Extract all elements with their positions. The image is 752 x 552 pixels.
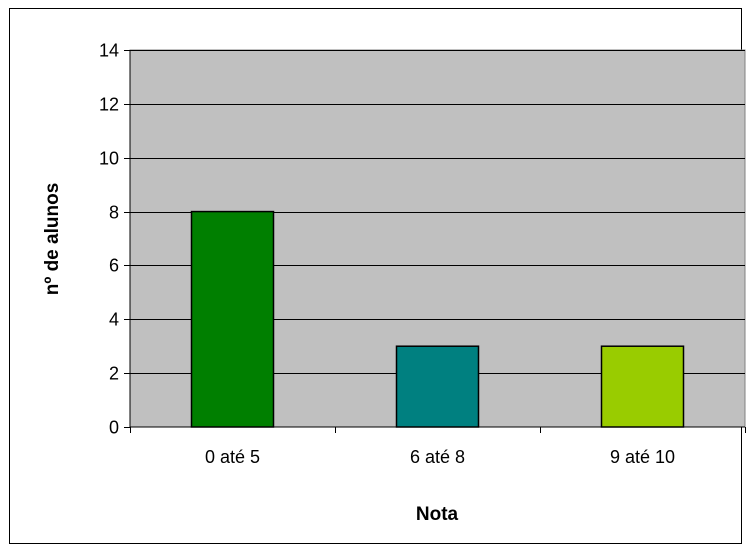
bars xyxy=(190,210,685,428)
bar-1 xyxy=(190,210,275,428)
y-tick-label: 10 xyxy=(99,149,119,169)
bar-3 xyxy=(600,345,685,428)
y-tick-label: 0 xyxy=(109,418,119,438)
y-ticks: 0 2 4 6 8 10 12 14 xyxy=(99,41,130,438)
bar-2 xyxy=(395,345,480,428)
y-tick-label: 6 xyxy=(109,256,119,276)
y-tick-label: 8 xyxy=(109,203,119,223)
y-tick-label: 12 xyxy=(99,95,119,115)
x-tick-label: 0 até 5 xyxy=(205,447,260,467)
y-tick-label: 14 xyxy=(99,41,119,61)
y-axis-title: nº de alunos xyxy=(42,183,63,296)
y-tick-label: 2 xyxy=(109,364,119,384)
x-tick-label: 9 até 10 xyxy=(610,447,675,467)
x-tick-label: 6 até 8 xyxy=(410,447,465,467)
x-ticks: 0 até 5 6 até 8 9 até 10 xyxy=(130,427,746,467)
x-axis-title: Nota xyxy=(416,504,459,525)
y-tick-label: 4 xyxy=(109,310,119,330)
